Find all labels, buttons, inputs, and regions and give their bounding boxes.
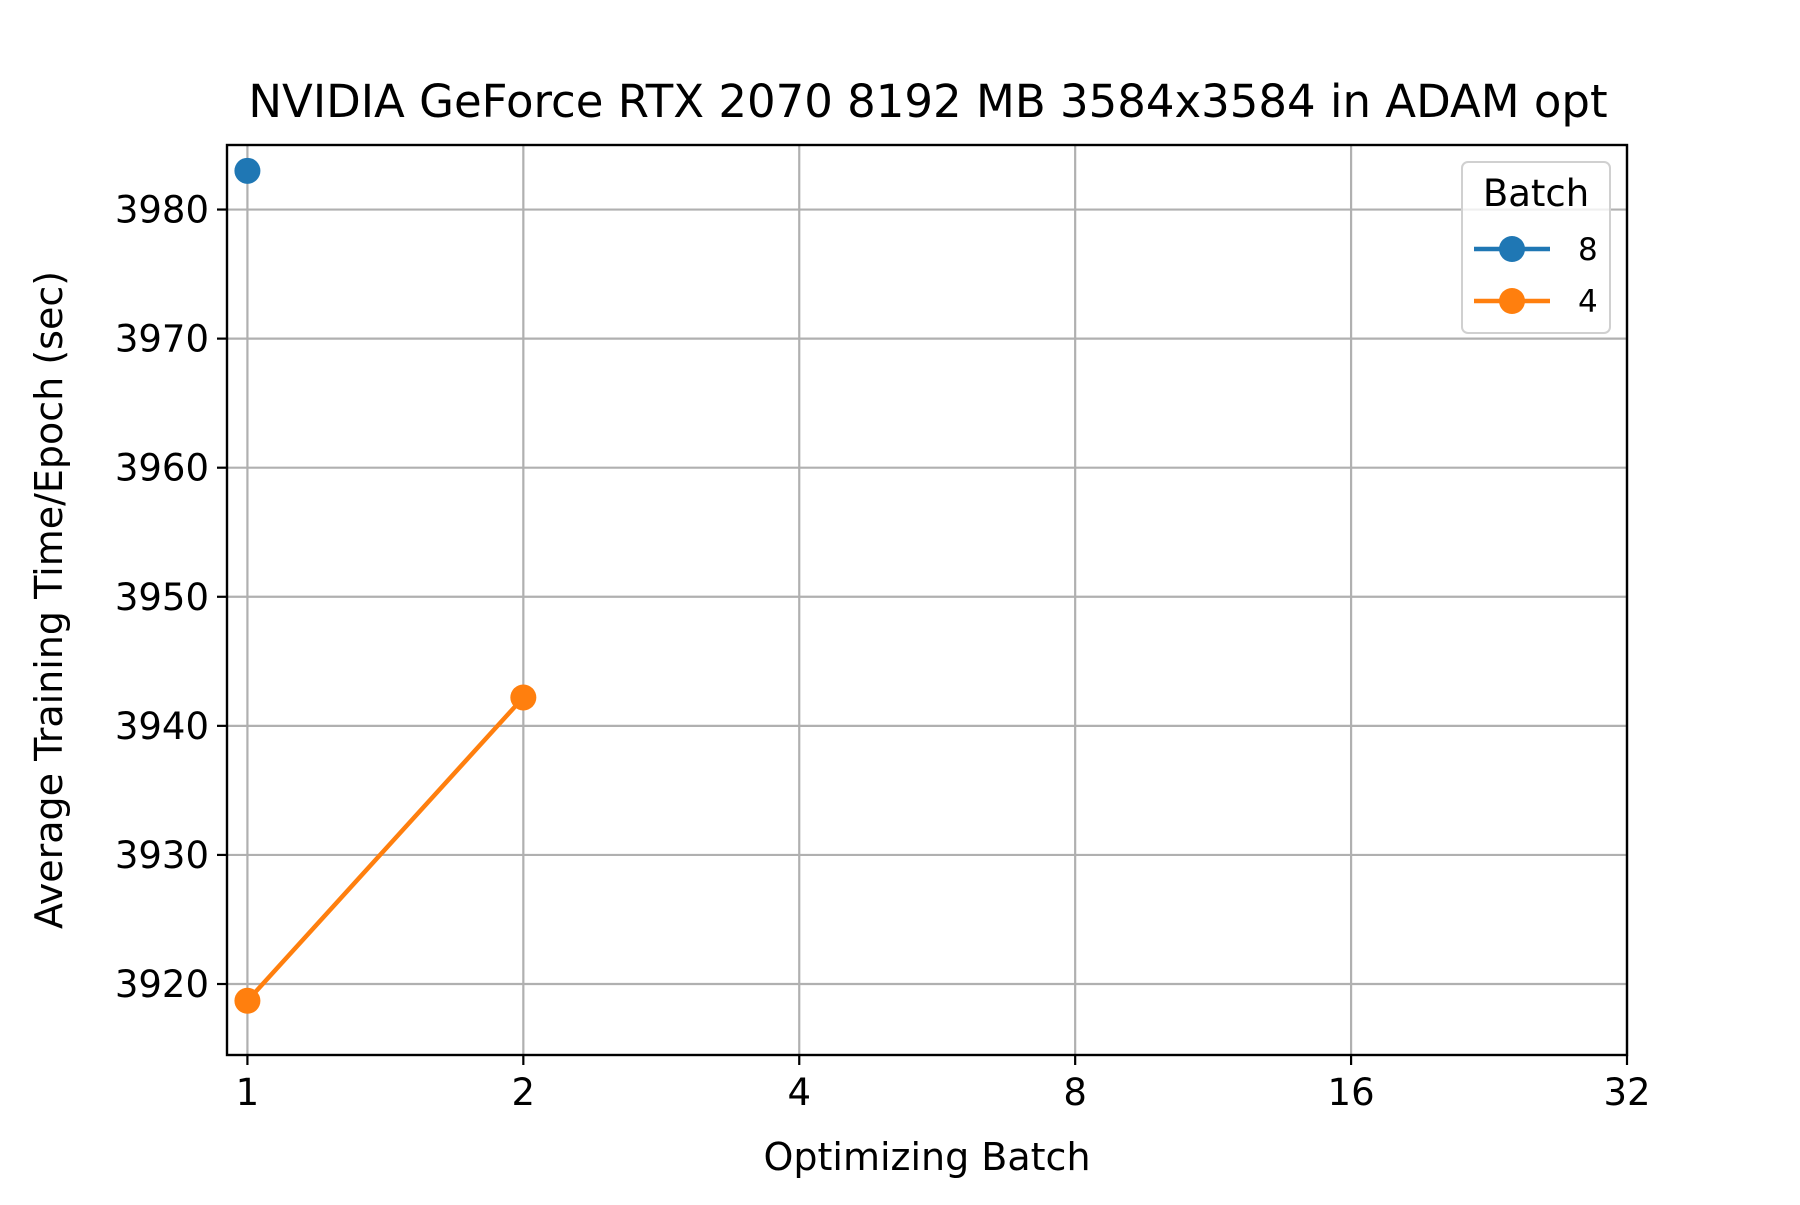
x-tick-label: 4: [787, 1071, 811, 1114]
legend-entries: 84: [1474, 232, 1598, 320]
x-tick-label: 8: [1063, 1071, 1087, 1114]
series-layer: [234, 157, 537, 1014]
legend-label: 8: [1578, 232, 1598, 268]
x-axis-label: Optimizing Batch: [763, 1135, 1090, 1179]
y-tick-label: 3940: [115, 705, 209, 748]
y-axis-label: Average Training Time/Epoch (sec): [27, 271, 71, 929]
legend-title: Batch: [1483, 172, 1589, 215]
x-tick-label: 16: [1328, 1071, 1375, 1114]
series-line: [245, 695, 526, 1004]
legend-marker: [1499, 236, 1525, 262]
y-tick-label: 3960: [115, 447, 209, 490]
y-tick-label: 3950: [115, 576, 209, 619]
y-tick-label: 3970: [115, 318, 209, 361]
plot-frame: [225, 143, 1629, 1057]
grid-layer: [227, 145, 1629, 1055]
legend-entry: 4: [1474, 284, 1598, 320]
data-point: [510, 684, 537, 711]
y-axis-ticks: 3920 3930 3940 3950 3960 3970 3980: [115, 189, 227, 1006]
series-4: [234, 684, 537, 1014]
legend-entry: 8: [1474, 232, 1598, 268]
series-8: [234, 157, 261, 184]
y-tick-label: 3920: [115, 963, 209, 1006]
chart-title: NVIDIA GeForce RTX 2070 8192 MB 3584x358…: [248, 75, 1607, 128]
legend: Batch 84: [1461, 161, 1611, 334]
data-point: [234, 157, 261, 184]
data-point: [234, 987, 261, 1014]
x-tick-label: 1: [236, 1071, 260, 1114]
y-tick-label: 3930: [115, 834, 209, 877]
x-tick-label: 32: [1603, 1071, 1650, 1114]
legend-marker: [1499, 288, 1525, 314]
x-tick-label: 2: [512, 1071, 536, 1114]
y-tick-label: 3980: [115, 189, 209, 232]
legend-label: 4: [1578, 284, 1598, 320]
x-axis-ticks: 1 2 4 8 16 32: [236, 1055, 1651, 1114]
